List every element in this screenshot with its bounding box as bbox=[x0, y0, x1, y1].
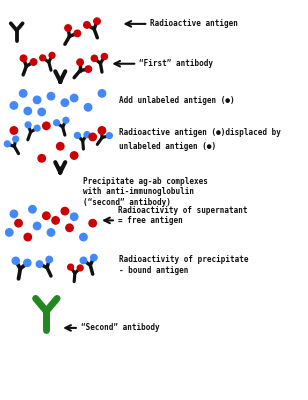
Circle shape bbox=[84, 22, 90, 28]
Circle shape bbox=[24, 233, 31, 241]
Circle shape bbox=[68, 264, 74, 270]
Circle shape bbox=[94, 18, 100, 24]
Circle shape bbox=[52, 217, 59, 224]
Circle shape bbox=[89, 133, 96, 141]
Circle shape bbox=[43, 122, 50, 130]
Text: “First” antibody: “First” antibody bbox=[139, 59, 213, 68]
Circle shape bbox=[91, 55, 97, 61]
Circle shape bbox=[66, 224, 73, 232]
Text: Precipitate ag-ab complexes
with anti-immunoglobulin
(“second” antibody): Precipitate ag-ab complexes with anti-im… bbox=[83, 177, 208, 207]
Circle shape bbox=[33, 96, 41, 104]
Circle shape bbox=[101, 54, 107, 60]
Circle shape bbox=[30, 59, 37, 65]
Circle shape bbox=[61, 99, 69, 106]
Circle shape bbox=[24, 107, 31, 115]
Circle shape bbox=[19, 90, 27, 97]
Circle shape bbox=[24, 259, 31, 266]
Circle shape bbox=[74, 30, 81, 37]
Circle shape bbox=[89, 220, 96, 227]
Circle shape bbox=[84, 104, 92, 111]
Circle shape bbox=[47, 229, 55, 236]
Circle shape bbox=[71, 152, 78, 159]
Circle shape bbox=[46, 256, 52, 263]
Text: Radioactivity of precipitate
- bound antigen: Radioactivity of precipitate - bound ant… bbox=[119, 255, 248, 274]
Circle shape bbox=[107, 133, 112, 138]
Circle shape bbox=[54, 120, 59, 126]
Text: “Second” antibody: “Second” antibody bbox=[81, 324, 159, 332]
Circle shape bbox=[77, 265, 83, 271]
Circle shape bbox=[13, 136, 18, 142]
Text: Add unlabeled antigen (●): Add unlabeled antigen (●) bbox=[119, 96, 234, 105]
Circle shape bbox=[49, 52, 55, 58]
Text: Radioactive antigen: Radioactive antigen bbox=[150, 19, 238, 28]
Circle shape bbox=[43, 212, 50, 220]
Text: unlabeled antigen (●): unlabeled antigen (●) bbox=[119, 142, 216, 151]
Text: Radioactive antigen (●)displaced by: Radioactive antigen (●)displaced by bbox=[119, 128, 281, 137]
Circle shape bbox=[77, 59, 83, 66]
Circle shape bbox=[98, 90, 106, 97]
Circle shape bbox=[61, 208, 69, 215]
Circle shape bbox=[10, 102, 18, 109]
Circle shape bbox=[20, 55, 27, 62]
Circle shape bbox=[36, 261, 43, 267]
Circle shape bbox=[10, 127, 18, 134]
Circle shape bbox=[10, 210, 18, 218]
Circle shape bbox=[38, 154, 45, 162]
Circle shape bbox=[12, 257, 19, 264]
Circle shape bbox=[15, 220, 22, 227]
Circle shape bbox=[65, 25, 71, 31]
Circle shape bbox=[99, 127, 104, 133]
Circle shape bbox=[98, 127, 106, 134]
Circle shape bbox=[57, 142, 64, 150]
Circle shape bbox=[85, 66, 91, 72]
Circle shape bbox=[71, 213, 78, 220]
Circle shape bbox=[80, 233, 87, 241]
Circle shape bbox=[71, 94, 78, 102]
Circle shape bbox=[91, 254, 97, 261]
Circle shape bbox=[63, 117, 69, 123]
Circle shape bbox=[40, 55, 46, 61]
Circle shape bbox=[75, 132, 80, 138]
Circle shape bbox=[84, 132, 90, 138]
Circle shape bbox=[6, 229, 13, 236]
Circle shape bbox=[80, 257, 87, 264]
Circle shape bbox=[47, 92, 55, 100]
Circle shape bbox=[38, 108, 45, 116]
Text: Radioactivity of supernatant
= free antigen: Radioactivity of supernatant = free anti… bbox=[118, 206, 247, 226]
Circle shape bbox=[25, 122, 31, 128]
Circle shape bbox=[33, 222, 41, 230]
Circle shape bbox=[29, 206, 36, 213]
Circle shape bbox=[4, 141, 10, 147]
Circle shape bbox=[34, 125, 40, 131]
